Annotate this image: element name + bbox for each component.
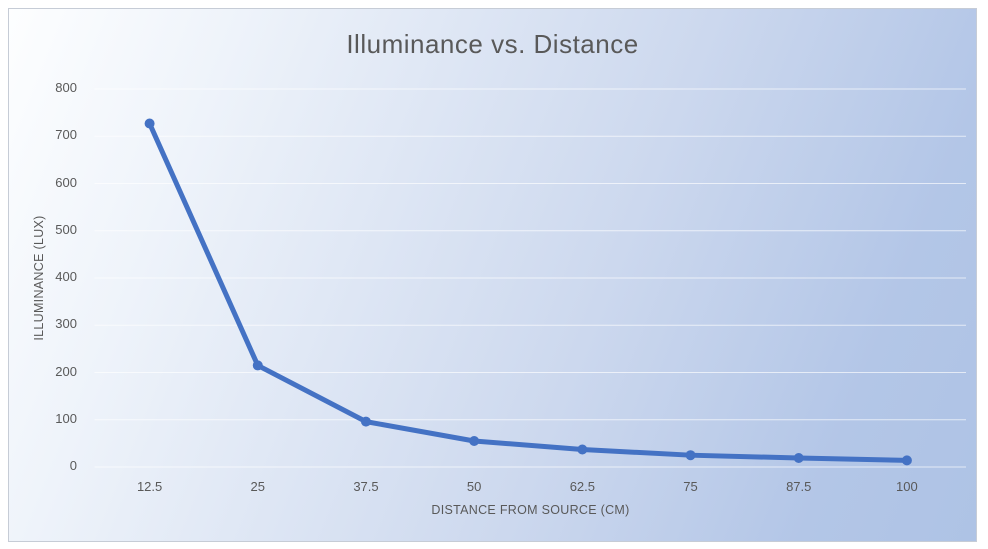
data-point-marker [469,436,480,447]
y-axis-tick-label: 500 [55,221,77,237]
chart-frame: Illuminance vs. Distance 0 100 200 300 400 50… [8,8,977,542]
gridlines [94,88,966,468]
data-point-marker [901,455,912,466]
x-axis-title: DISTANCE FROM SOURCE (CM) [431,503,630,517]
series-line-group [144,118,912,466]
x-axis-tick-label: 75 [683,479,698,494]
y-axis-title: ILLUMINANCE (LUX) [32,215,46,341]
x-axis-tick-label: 62.5 [569,479,595,494]
y-axis-tick-label: 600 [55,174,77,190]
data-point-marker [144,118,155,129]
data-point-marker [577,444,588,455]
x-axis-tick-label: 12.5 [136,479,163,494]
y-axis-tick-label: 300 [55,316,77,332]
y-axis-tick-label: 200 [55,363,77,379]
chart-title: Illuminance vs. Distance [346,29,639,59]
y-axis-tick-label: 800 [55,80,77,95]
data-point-marker [252,360,263,371]
x-axis-tick-label: 25 [250,479,266,494]
plot-area [94,88,966,468]
y-axis-tick-label: 700 [55,127,77,143]
series-line [147,120,910,463]
y-axis-tick-label: 0 [69,458,77,473]
data-point-marker [360,416,371,427]
x-axis-tick-label: 87.5 [786,479,812,494]
y-axis-tick-label: 400 [55,269,77,284]
x-axis-tick-label: 50 [466,479,482,494]
x-axis-tick-label: 100 [896,479,918,494]
data-point-marker [685,450,696,461]
data-point-marker [793,453,804,464]
x-axis-tick-label: 37.5 [353,479,379,494]
y-axis-tick-label: 100 [55,410,77,426]
